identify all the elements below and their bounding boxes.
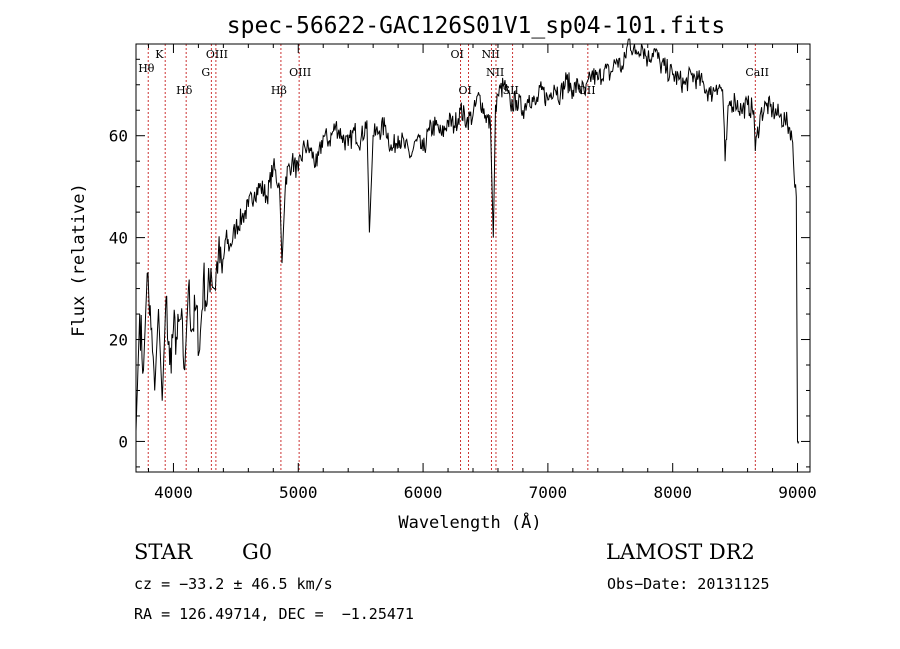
line-marker-label: Hθ	[138, 62, 155, 75]
plot-frame	[135, 43, 811, 473]
line-marker-label: CaII	[745, 66, 769, 79]
x-axis: 4000 5000 6000 7000 8000 9000	[147, 44, 817, 502]
y-axis: 0 20 40 60	[109, 58, 810, 468]
y-axis-label: Flux (relative)	[69, 183, 89, 337]
line-marker-label: NII	[481, 48, 499, 61]
x-tick-label: 4000	[154, 483, 193, 502]
line-marker-label: OIII	[289, 66, 311, 79]
y-tick-label: 20	[109, 331, 128, 350]
x-tick-label: 5000	[279, 483, 318, 502]
line-marker-label: OI	[451, 48, 464, 61]
line-marker-label: G	[201, 66, 210, 79]
survey-name: LAMOST DR2	[606, 540, 755, 564]
line-marker-label: OIII	[206, 48, 228, 61]
spectrum-line	[135, 38, 800, 445]
y-tick-label: 60	[109, 127, 128, 146]
x-axis-label: Wavelength (Å)	[398, 511, 541, 533]
x-tick-label: 6000	[404, 483, 443, 502]
line-marker-label: Hβ	[271, 84, 287, 97]
line-marker-label: Hδ	[176, 84, 193, 97]
spectrum-series	[135, 38, 800, 445]
x-tick-label: 9000	[778, 483, 817, 502]
y-tick-label: 0	[118, 432, 128, 451]
x-tick-label: 8000	[653, 483, 692, 502]
object-class: STAR	[134, 540, 193, 564]
y-tick-label: 40	[109, 229, 128, 248]
line-marker-label: NII	[486, 66, 504, 79]
line-marker-label: K	[155, 48, 164, 61]
chart-title: spec-56622-GAC126S01V1_sp04-101.fits	[227, 13, 726, 39]
x-tick-label: 7000	[529, 483, 568, 502]
redshift-cz: cz = −33.2 ± 46.5 km/s	[134, 575, 333, 593]
observation-date: Obs−Date: 20131125	[607, 575, 770, 593]
object-subclass: G0	[242, 540, 273, 564]
coordinates: RA = 126.49714, DEC = −1.25471	[134, 605, 414, 623]
line-marker-label: OI	[459, 84, 472, 97]
